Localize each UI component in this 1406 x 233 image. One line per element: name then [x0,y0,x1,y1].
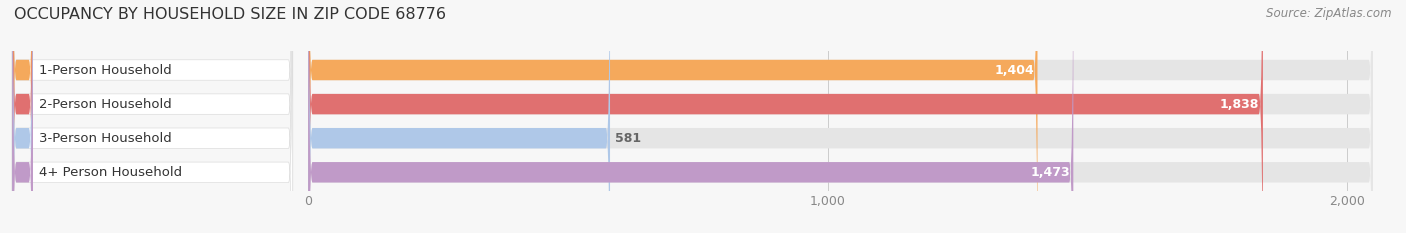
FancyBboxPatch shape [308,0,1374,233]
Text: 1,404: 1,404 [994,64,1033,76]
FancyBboxPatch shape [13,0,292,233]
FancyBboxPatch shape [13,0,32,233]
FancyBboxPatch shape [13,0,32,233]
Text: 2-Person Household: 2-Person Household [39,98,172,111]
Text: 1,838: 1,838 [1220,98,1260,111]
Text: Source: ZipAtlas.com: Source: ZipAtlas.com [1267,7,1392,20]
FancyBboxPatch shape [13,0,292,233]
Text: 1-Person Household: 1-Person Household [39,64,172,76]
FancyBboxPatch shape [308,0,1374,233]
FancyBboxPatch shape [308,0,1073,233]
FancyBboxPatch shape [13,0,292,233]
FancyBboxPatch shape [308,0,1038,233]
Text: 3-Person Household: 3-Person Household [39,132,172,145]
Text: 4+ Person Household: 4+ Person Household [39,166,183,179]
FancyBboxPatch shape [308,0,610,233]
FancyBboxPatch shape [308,0,1374,233]
Text: OCCUPANCY BY HOUSEHOLD SIZE IN ZIP CODE 68776: OCCUPANCY BY HOUSEHOLD SIZE IN ZIP CODE … [14,7,446,22]
Text: 1,473: 1,473 [1031,166,1070,179]
FancyBboxPatch shape [308,0,1374,233]
FancyBboxPatch shape [13,0,292,233]
FancyBboxPatch shape [13,0,32,233]
Text: 581: 581 [616,132,641,145]
FancyBboxPatch shape [13,0,32,233]
FancyBboxPatch shape [308,0,1263,233]
